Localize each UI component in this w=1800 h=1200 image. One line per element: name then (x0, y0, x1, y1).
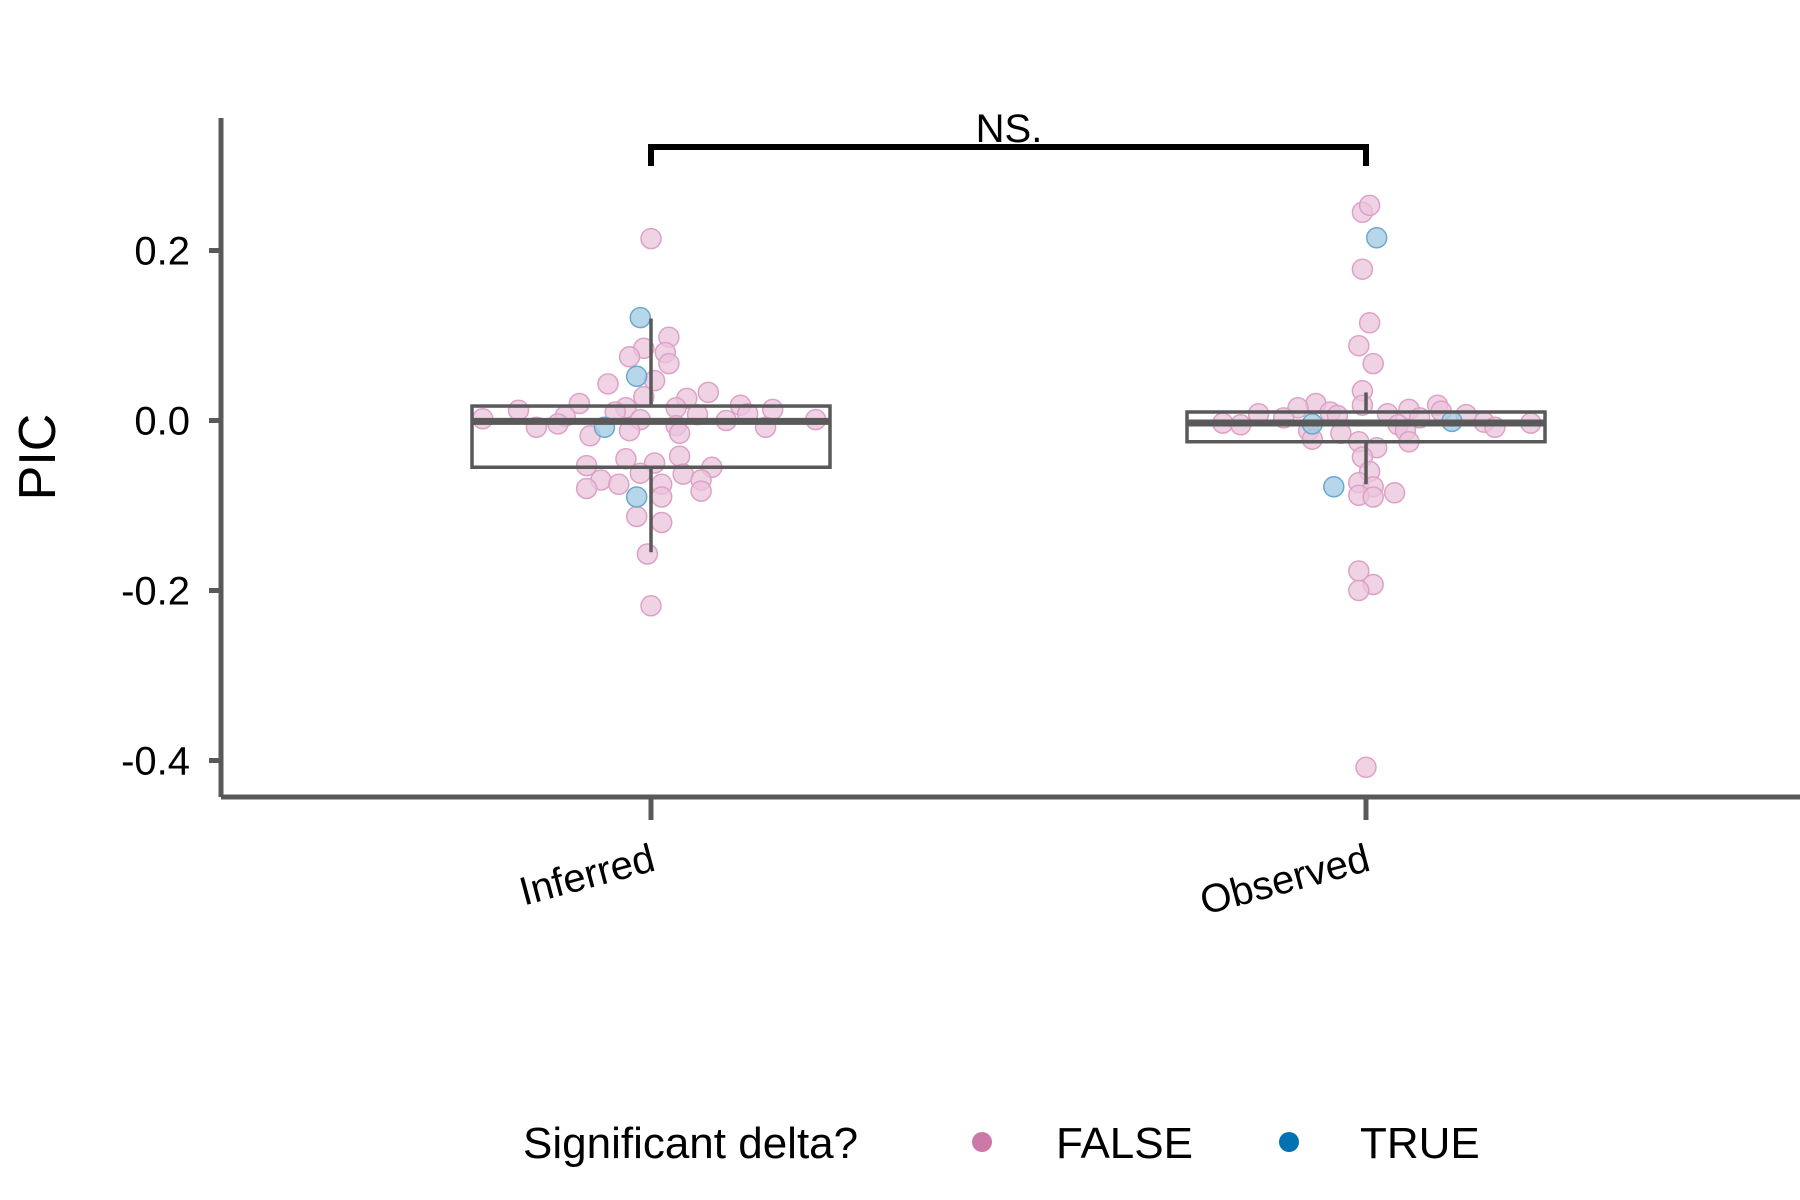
legend-false-label: FALSE (1056, 1119, 1193, 1168)
box-observed (1185, 392, 1547, 485)
point-false (1358, 194, 1381, 217)
y-tick-label: -0.2 (121, 570, 190, 614)
y-tick-label: -0.4 (121, 740, 190, 784)
point-false (1362, 352, 1384, 375)
point-false (668, 445, 691, 467)
point-true (1323, 476, 1345, 498)
point-false (568, 392, 591, 415)
point-false (697, 381, 720, 404)
point-true (625, 486, 648, 508)
point-false (640, 227, 662, 250)
point-false (1351, 258, 1374, 280)
box-inferred (470, 318, 832, 553)
legend-title: Significant delta? (523, 1119, 858, 1168)
significance-label: NS. (976, 107, 1043, 151)
point-false (1348, 579, 1370, 602)
point-false (1383, 482, 1406, 504)
iqr-box (1185, 410, 1547, 444)
point-false (636, 543, 659, 565)
point-false (761, 398, 784, 421)
point-false (640, 595, 662, 617)
y-tick-label: 0.0 (134, 400, 190, 444)
y-tick-label: 0.2 (134, 230, 190, 274)
point-false (597, 373, 619, 395)
point-false (650, 486, 673, 508)
iqr-box (470, 404, 832, 469)
point-false (1348, 334, 1370, 357)
x-ticks: Inferred Observed (515, 797, 1374, 924)
points-layer (471, 194, 1542, 779)
x-tick-label-observed: Observed (1195, 836, 1374, 923)
point-true (629, 306, 652, 329)
point-false (625, 505, 648, 528)
legend-false-key (972, 1132, 992, 1152)
point-true (1365, 227, 1388, 249)
point-false (650, 511, 673, 534)
point-false (658, 352, 680, 375)
y-axis-title: PIC (9, 414, 67, 501)
point-true (625, 365, 648, 388)
legend: Significant delta? FALSE TRUE (523, 1119, 1480, 1168)
point-false (608, 473, 630, 496)
axes-layer (218, 118, 1800, 800)
point-false (575, 477, 598, 500)
point-false (1358, 312, 1381, 334)
bracket-line (648, 144, 1369, 166)
significance-bracket: NS. (648, 107, 1369, 166)
point-false (668, 422, 691, 445)
x-tick-label-inferred: Inferred (515, 836, 660, 914)
point-false (1355, 756, 1377, 779)
point-false (1362, 486, 1384, 508)
y-ticks: 0.2 0.0 -0.2 -0.4 (121, 230, 221, 784)
boxes-layer (470, 318, 1547, 553)
point-false (507, 399, 530, 422)
point-false (618, 346, 641, 368)
point-false (690, 480, 712, 502)
legend-true-key (1279, 1132, 1299, 1152)
legend-true-label: TRUE (1360, 1119, 1480, 1168)
